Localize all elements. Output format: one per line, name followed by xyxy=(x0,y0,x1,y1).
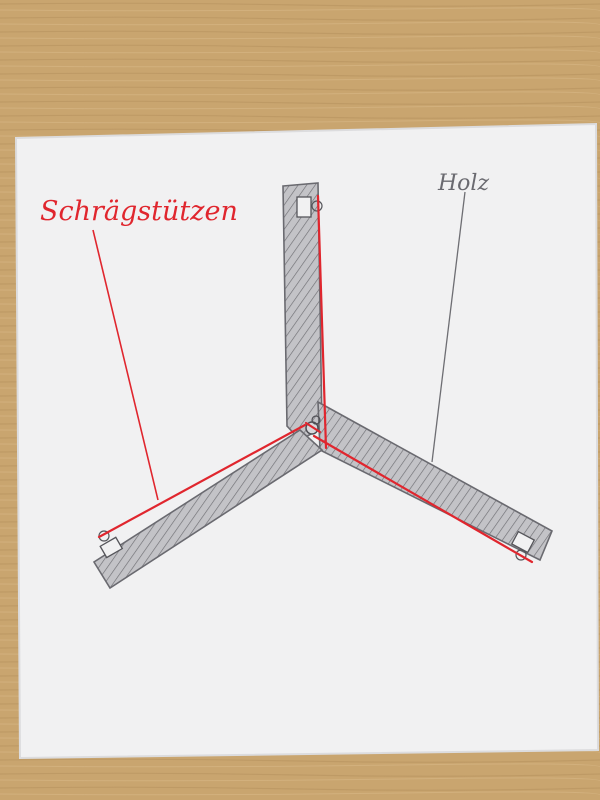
screw-top xyxy=(311,200,323,212)
label-holz: Holz xyxy=(437,171,489,196)
wood-arm-right xyxy=(317,400,554,562)
paper-edge xyxy=(14,122,600,760)
bracket-left xyxy=(99,536,124,559)
leader-line-schraegstuetzen xyxy=(92,229,159,501)
leader-line-holz xyxy=(431,191,466,463)
red-strut-right xyxy=(312,434,534,564)
screw-right xyxy=(515,549,527,561)
red-struts xyxy=(97,194,534,564)
red-strut-joint xyxy=(304,421,322,434)
wood-arm-left xyxy=(92,428,324,590)
wood-arm-top xyxy=(282,182,323,442)
bracket-top xyxy=(296,196,312,218)
bracket-right xyxy=(510,530,536,554)
red-strut-vertical xyxy=(316,194,328,450)
label-schraegstuetzen: Schrägstützen xyxy=(40,196,238,227)
red-strut-left xyxy=(97,423,307,539)
